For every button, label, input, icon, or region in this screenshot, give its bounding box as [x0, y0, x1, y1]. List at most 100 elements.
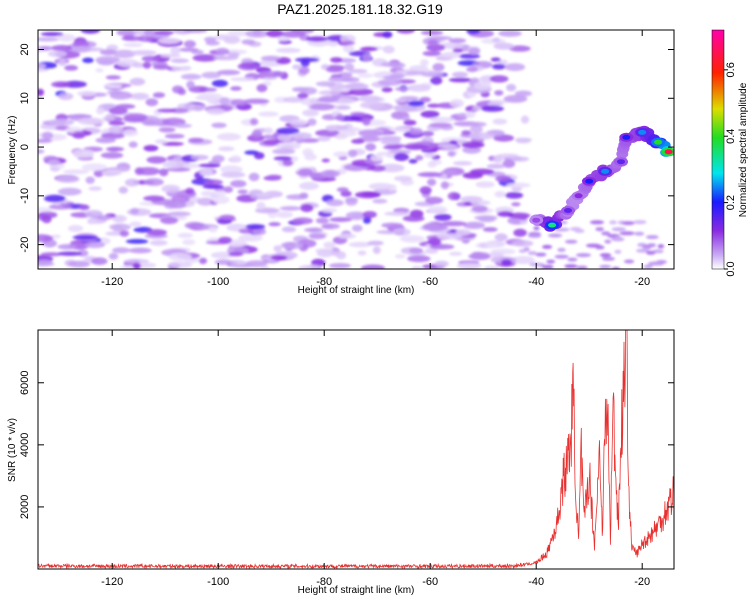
noise-blob [633, 220, 647, 225]
noise-blob [623, 259, 635, 264]
noise-blob [145, 98, 159, 107]
signal-peak [664, 149, 673, 155]
noise-blob [486, 163, 506, 169]
noise-blob [149, 239, 168, 246]
noise-blob [621, 221, 635, 226]
noise-blob [109, 91, 132, 100]
noise-blob [642, 247, 649, 252]
noise-blob [228, 239, 247, 248]
noise-blob [341, 40, 356, 46]
noise-blob [657, 244, 665, 249]
noise-blob [399, 235, 425, 243]
noise-blob [335, 105, 351, 110]
noise-blob [345, 197, 359, 203]
noise-blob [97, 59, 115, 66]
noise-blob [576, 253, 591, 258]
noise-blob [64, 65, 78, 71]
noise-blob [307, 118, 317, 126]
noise-blob [204, 179, 223, 186]
noise-blob [256, 201, 266, 210]
noise-blob [325, 67, 344, 73]
noise-blob [161, 141, 184, 146]
noise-blob [586, 243, 601, 248]
noise-blob [404, 144, 430, 150]
noise-blob [41, 215, 52, 224]
noise-blob [357, 73, 373, 78]
noise-blob [207, 96, 217, 104]
snr-y-axis-label: SNR (10 * v/v) [7, 418, 18, 482]
noise-blob [449, 251, 463, 256]
noise-blob [359, 101, 385, 109]
noise-blob [402, 215, 425, 222]
noise-blob [542, 244, 553, 249]
noise-blob [407, 255, 431, 263]
noise-blob [299, 87, 318, 95]
y-tick-label: -10 [19, 188, 31, 204]
spectrogram-y-axis-label: Frequency (Hz) [7, 116, 18, 185]
noise-blob [67, 260, 91, 268]
noise-blob [511, 202, 521, 207]
spectrogram-y-axis: -20 -10 0 10 20 [19, 43, 674, 253]
noise-blob [326, 199, 344, 207]
noise-blob [167, 261, 193, 269]
noise-blob [362, 211, 377, 219]
noise-blob [108, 125, 124, 134]
signal-peak [532, 217, 541, 223]
noise-blob [344, 63, 355, 71]
noise-blob [44, 194, 66, 203]
noise-blob [502, 159, 516, 168]
noise-blob [494, 191, 506, 198]
noise-blob [157, 108, 177, 113]
noise-blob [461, 141, 485, 149]
noise-blob [447, 151, 456, 157]
noise-blob [599, 264, 612, 269]
noise-blob [256, 84, 268, 93]
noise-blob [114, 216, 124, 223]
noise-blob [467, 91, 477, 98]
noise-blob [105, 75, 121, 80]
noise-blob [394, 86, 411, 92]
noise-blob [520, 115, 530, 124]
noise-blob [646, 235, 659, 240]
noise-blob [440, 221, 467, 227]
noise-blob [112, 49, 136, 59]
noise-blob [393, 104, 418, 113]
noise-blob [273, 156, 293, 161]
noise-blob [302, 109, 319, 117]
noise-blob [381, 222, 404, 228]
noise-blob [168, 252, 192, 261]
noise-blob [72, 132, 86, 139]
noise-blob [604, 239, 612, 244]
colorbar-ticks: 0.0 0.2 0.4 0.6 [724, 62, 737, 277]
noise-blob [50, 166, 60, 172]
noise-blob [528, 231, 541, 236]
noise-blob [183, 30, 208, 33]
x-tick-label: -100 [207, 576, 229, 588]
noise-blob [280, 30, 306, 38]
noise-blob [415, 155, 424, 161]
noise-blob [214, 259, 233, 266]
signal-peak [617, 159, 625, 165]
noise-blob [202, 184, 224, 189]
noise-blob [292, 64, 302, 70]
noise-blob [258, 71, 285, 78]
noise-blob [119, 230, 129, 237]
noise-blob [599, 253, 612, 258]
noise-blob [420, 59, 429, 67]
noise-blob [170, 46, 181, 55]
noise-blob [177, 232, 193, 238]
snr-frame [37, 329, 675, 570]
noise-blob [204, 87, 217, 92]
spectrogram-x-axis: -120 -100 -80 -60 -40 -20 [101, 30, 650, 288]
noise-blob [57, 244, 77, 250]
noise-blob [335, 113, 345, 121]
noise-blob [292, 217, 314, 225]
noise-blob [250, 118, 258, 126]
noise-blob [487, 101, 504, 107]
noise-blob [309, 103, 335, 111]
noise-blob [619, 231, 635, 236]
noise-blob [323, 241, 336, 249]
noise-blob [266, 174, 282, 179]
noise-blob [144, 178, 164, 186]
noise-blob [219, 214, 236, 221]
